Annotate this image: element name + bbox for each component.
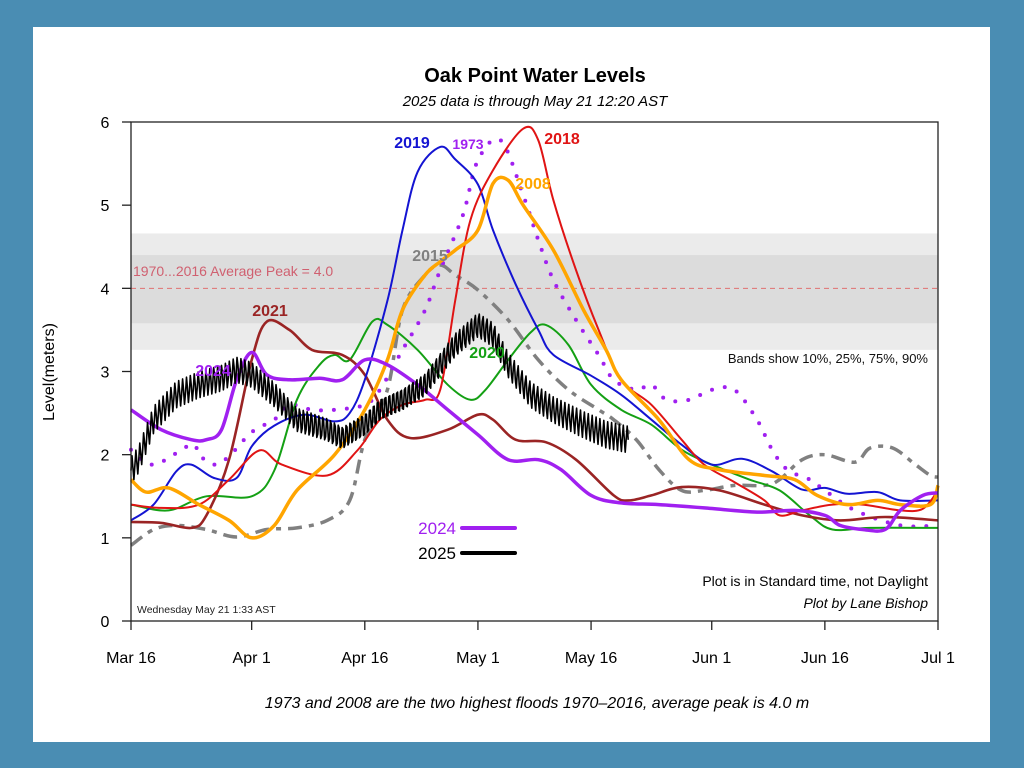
bands-note: Bands show 10%, 25%, 75%, 90% xyxy=(728,351,929,366)
average-peak-label: 1970...2016 Average Peak = 4.0 xyxy=(133,263,333,279)
series-line-2021 xyxy=(130,318,939,530)
y-axis-label: Level(meters) xyxy=(41,323,58,421)
x-tick-label: Apr 16 xyxy=(341,650,388,667)
series-label-2018: 2018 xyxy=(544,131,580,148)
x-tick-label: Apr 1 xyxy=(233,650,271,667)
series-label-2008: 2008 xyxy=(515,176,551,193)
series-label-2020: 2020 xyxy=(469,345,505,362)
credit: Plot by Lane Bishop xyxy=(803,595,928,611)
y-tick-label: 4 xyxy=(101,281,110,298)
y-tick-label: 1 xyxy=(101,531,110,548)
y-tick-label: 2 xyxy=(101,448,110,465)
timestamp: Wednesday May 21 1:33 AST xyxy=(137,604,276,616)
series-label-2015: 2015 xyxy=(412,248,448,265)
x-tick-label: May 16 xyxy=(565,650,618,667)
legend-label-2024: 2024 xyxy=(418,519,456,538)
x-tick-label: Jul 1 xyxy=(921,650,955,667)
x-tick-label: Jun 16 xyxy=(801,650,849,667)
y-tick-label: 5 xyxy=(101,198,110,215)
legend-label-2025: 2025 xyxy=(418,544,456,563)
x-tick-label: Mar 16 xyxy=(106,650,156,667)
series-line-2015 xyxy=(129,263,939,547)
y-tick-label: 3 xyxy=(101,365,110,382)
y-tick-label: 0 xyxy=(101,614,110,631)
series-lines xyxy=(129,125,940,547)
x-tick-label: Jun 1 xyxy=(692,650,731,667)
series-line-2020 xyxy=(130,317,939,532)
chart-subtitle: 2025 data is through May 21 12:20 AST xyxy=(402,93,669,110)
series-line-2008 xyxy=(129,175,940,540)
legend: 2024 2025 xyxy=(418,519,517,563)
chart-title: Oak Point Water Levels xyxy=(424,65,646,87)
series-line-2018 xyxy=(130,125,939,517)
series-label-2024: 2024 xyxy=(195,363,231,380)
series-line-2025 xyxy=(130,313,629,481)
series-label-2021: 2021 xyxy=(252,303,288,320)
y-axis: 0 1 2 3 4 5 6 xyxy=(101,115,131,631)
standard-time-note: Plot is in Standard time, not Daylight xyxy=(702,573,928,589)
series-labels: 2019 2018 2008 2020 2021 2024 1973 2015 xyxy=(195,131,580,380)
percentile-bands xyxy=(131,233,938,350)
chart-caption: 1973 and 2008 are the two highest floods… xyxy=(265,695,809,712)
series-label-2019: 2019 xyxy=(394,135,430,152)
series-label-1973: 1973 xyxy=(452,136,483,152)
x-axis: Mar 16 Apr 1 Apr 16 May 1 May 16 Jun 1 Jun 16 J… xyxy=(106,621,955,667)
chart-panel xyxy=(33,27,990,742)
band-25-75 xyxy=(131,255,938,324)
x-tick-label: May 1 xyxy=(456,650,500,667)
y-tick-label: 6 xyxy=(101,115,110,132)
